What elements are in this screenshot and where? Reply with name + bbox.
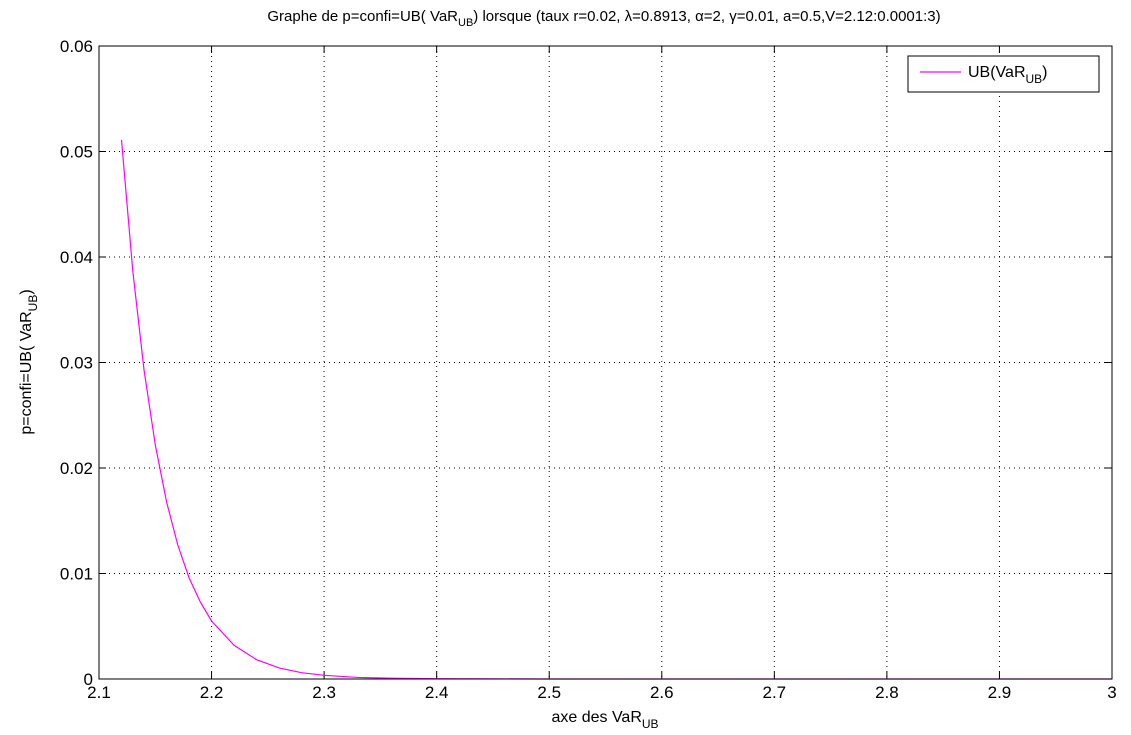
x-tick-label: 2.2 <box>200 683 224 702</box>
ticks: 2.1 2.2 2.3 2.4 2.5 2.6 2.7 2.8 2.9 3 0 0.01 0.02 0.0… <box>60 37 1117 702</box>
x-tick-label: 2.4 <box>425 683 449 702</box>
x-tick-label: 2.1 <box>87 683 111 702</box>
grid <box>99 46 1112 679</box>
x-tick-label: 2.8 <box>875 683 899 702</box>
legend-box <box>907 55 1100 93</box>
x-tick-label: 2.5 <box>537 683 561 702</box>
x-tick-label: 2.7 <box>763 683 787 702</box>
legend: UB(VaRUB) <box>907 55 1100 93</box>
x-tick-label: 3 <box>1107 683 1116 702</box>
y-tick-label: 0.06 <box>60 37 93 56</box>
y-axis-label: p=confi=UB( VaRUB) <box>18 289 40 434</box>
plot-frame <box>98 45 1113 680</box>
y-tick-label: 0.04 <box>60 248 93 267</box>
plot-area <box>99 46 1112 679</box>
y-tick-label: 0.02 <box>60 459 93 478</box>
y-tick-label: 0.03 <box>60 354 93 373</box>
x-tick-label: 2.9 <box>988 683 1012 702</box>
x-tick-label: 2.6 <box>650 683 674 702</box>
y-tick-label: 0.05 <box>60 143 93 162</box>
x-tick-label: 2.3 <box>312 683 336 702</box>
x-axis-label: axe des VaRUB <box>551 709 658 731</box>
chart-title: Graphe de p=confi=UB( VaRUB) lorsque (ta… <box>267 8 940 29</box>
y-tick-label: 0.01 <box>60 565 93 584</box>
y-tick-label: 0 <box>84 670 93 689</box>
legend-label: UB(VaRUB) <box>968 64 1048 86</box>
